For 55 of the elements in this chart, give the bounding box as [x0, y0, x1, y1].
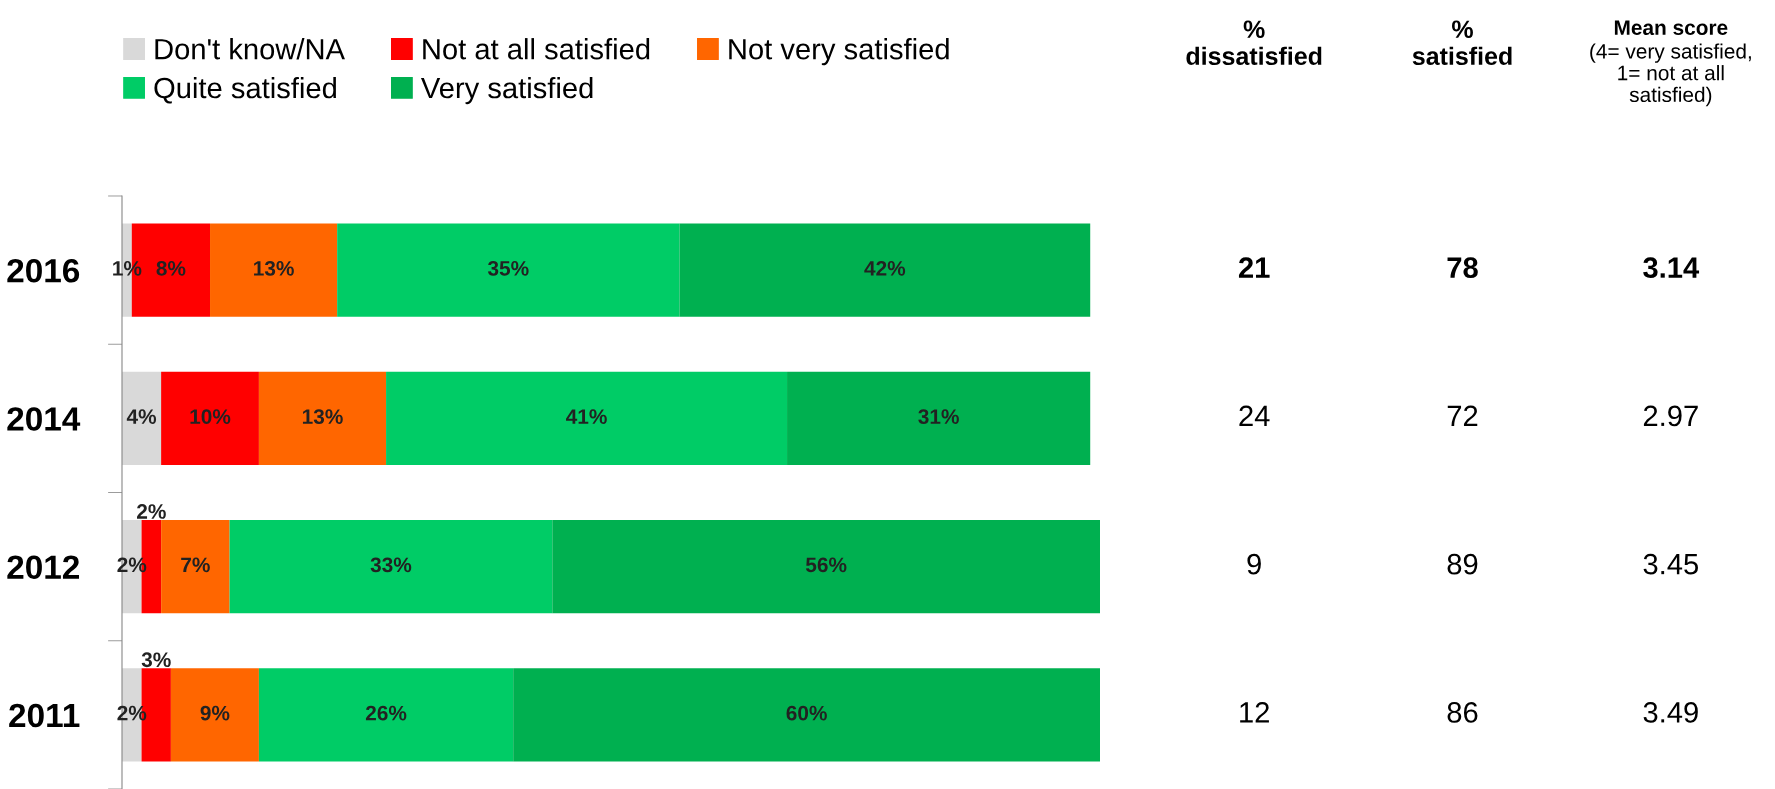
text: 9: [1247, 553, 1261, 575]
data-label: 4%: [126, 409, 157, 424]
bar: [552, 519, 1100, 614]
data-label: 42%: [864, 260, 906, 276]
data-label: 35%: [487, 260, 529, 276]
bar: [122, 371, 162, 466]
bar: [161, 371, 259, 466]
bar: [787, 371, 1091, 466]
text: 12: [1240, 702, 1269, 723]
data-label: 56%: [805, 557, 847, 573]
bar: [229, 519, 553, 614]
data-label: 13%: [254, 260, 294, 276]
legend-label: Don't know/NA: [155, 38, 345, 60]
text: 3.14: [1643, 257, 1700, 278]
text: 86: [1447, 702, 1478, 723]
bar: [210, 223, 338, 317]
bar: [386, 371, 788, 466]
text: 89: [1447, 553, 1478, 575]
data-label: 33%: [370, 557, 412, 573]
text: 2.97: [1643, 405, 1698, 427]
data-label: 9%: [200, 705, 230, 721]
bar: [513, 668, 1100, 762]
bar: [258, 371, 387, 466]
text: 3.49: [1643, 702, 1698, 723]
data-label: 41%: [566, 409, 607, 424]
category-label: % satisfied: [1412, 20, 1512, 66]
data-label: 10%: [190, 409, 231, 424]
text: 78: [1447, 257, 1478, 278]
legend-label: Not very satisfied: [729, 38, 949, 66]
bar: [679, 223, 1091, 317]
legend-label: Very satisfied: [420, 76, 593, 105]
bar: [161, 519, 230, 614]
text: 72: [1447, 405, 1478, 426]
data-label: 31%: [918, 409, 959, 424]
text: 3.45: [1643, 553, 1698, 575]
category-label: % dissatisfied: [1186, 20, 1322, 66]
text: 21: [1238, 257, 1270, 278]
data-label: 8%: [156, 260, 186, 276]
y-tick-label: 2014: [7, 407, 81, 431]
y-tick-label: 2011: [9, 703, 80, 728]
bar: [258, 668, 514, 762]
category-label: Mean score (4= very satisfied, 1= not at all satisfied): [1590, 20, 1751, 107]
bar: [337, 223, 680, 317]
data-label: 3%: [141, 652, 171, 668]
data-label: 60%: [786, 705, 827, 721]
data-label: 2%: [137, 504, 166, 519]
data-label: 26%: [365, 705, 407, 721]
y-tick-label: 2016: [7, 258, 80, 283]
legend-label: Not at all satisfied: [423, 38, 650, 60]
y-tick-label: 2012: [7, 555, 80, 580]
data-label: 7%: [181, 557, 210, 573]
legend-label: Quite satisfied: [154, 76, 336, 104]
bar: [170, 668, 259, 762]
text: 24: [1239, 405, 1270, 426]
data-label: 13%: [302, 409, 343, 424]
